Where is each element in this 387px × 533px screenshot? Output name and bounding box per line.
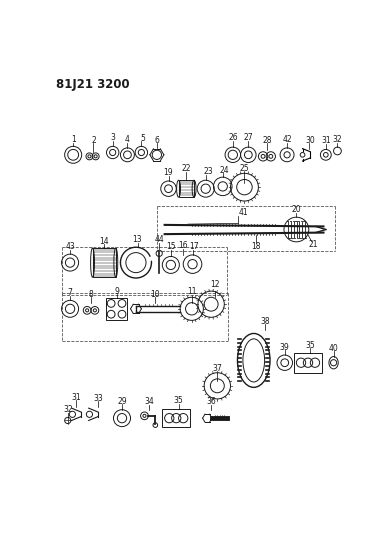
Text: 39: 39 (280, 343, 289, 352)
Text: 15: 15 (166, 242, 176, 251)
Text: 19: 19 (164, 168, 173, 177)
Text: 36: 36 (206, 398, 216, 407)
Text: 43: 43 (65, 242, 75, 251)
Text: 14: 14 (99, 237, 109, 246)
Text: 30: 30 (305, 136, 315, 144)
Text: 40: 40 (329, 344, 339, 353)
Text: 26: 26 (228, 133, 238, 142)
Bar (162, 409, 190, 427)
Text: 33: 33 (93, 394, 103, 402)
Text: 1: 1 (71, 135, 75, 144)
Text: 8: 8 (89, 290, 93, 298)
Text: 44: 44 (154, 235, 164, 244)
Text: 16: 16 (178, 241, 188, 250)
Text: 3: 3 (110, 133, 115, 142)
Text: 25: 25 (240, 164, 249, 173)
Text: 6: 6 (154, 136, 159, 144)
Text: 22: 22 (182, 164, 191, 173)
Text: 10: 10 (151, 290, 160, 298)
Text: 32: 32 (63, 405, 73, 414)
Text: 7: 7 (68, 288, 72, 297)
Text: 29: 29 (117, 397, 127, 406)
Text: 41: 41 (239, 208, 248, 217)
Text: 24: 24 (219, 166, 229, 175)
Text: 35: 35 (305, 341, 315, 350)
Text: 38: 38 (260, 317, 270, 326)
Text: 37: 37 (212, 364, 222, 373)
Text: 28: 28 (262, 136, 272, 144)
Text: 31: 31 (321, 136, 330, 146)
Text: 17: 17 (189, 242, 199, 251)
Text: 32: 32 (333, 135, 342, 144)
Text: 12: 12 (210, 280, 220, 289)
Text: 42: 42 (282, 135, 292, 144)
Bar (106, 298, 127, 320)
Text: 35: 35 (174, 396, 183, 405)
Text: 27: 27 (243, 133, 253, 142)
Text: 4: 4 (125, 135, 130, 144)
Bar (294, 353, 322, 373)
Text: 31: 31 (72, 393, 81, 402)
Text: 81J21 3200: 81J21 3200 (56, 78, 130, 91)
Text: 20: 20 (291, 205, 301, 214)
Text: 2: 2 (92, 136, 96, 146)
Bar (178, 180, 194, 197)
Text: 34: 34 (144, 398, 154, 407)
Text: 18: 18 (251, 242, 261, 251)
Bar (92, 248, 116, 277)
Text: 9: 9 (114, 287, 119, 296)
Text: 5: 5 (140, 134, 146, 143)
Text: 23: 23 (203, 167, 213, 176)
Text: 21: 21 (309, 240, 318, 249)
Text: 11: 11 (187, 287, 197, 296)
Text: 13: 13 (133, 235, 142, 244)
